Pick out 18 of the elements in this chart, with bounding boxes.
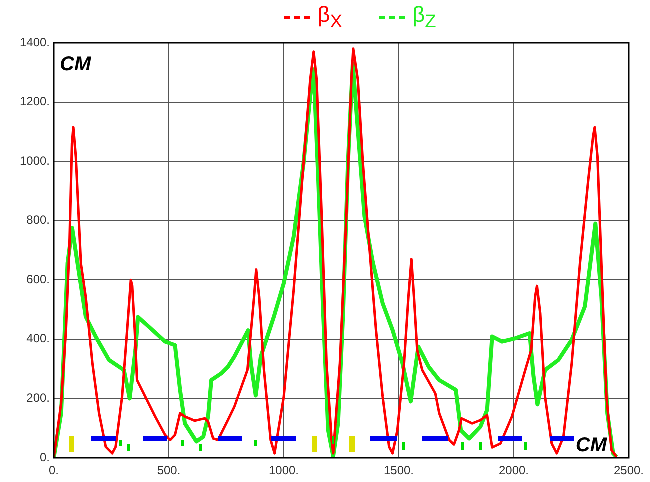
y-tick-label: 1400.: [20, 35, 50, 50]
x-tick-label: 1500.: [384, 464, 414, 478]
x-tick-label: 0.: [48, 464, 60, 478]
x-tick-label: 1000.: [268, 464, 300, 478]
legend-label: β$_{X}$: [318, 2, 343, 32]
x-tick-label: 2500.: [614, 464, 644, 478]
y-tick-label: 1000.: [20, 154, 50, 168]
y-tick-label: 0.: [40, 450, 50, 464]
y-tick-label: 200.: [26, 391, 50, 406]
x-tick-label: 500.: [157, 464, 181, 478]
y-tick-label: 400.: [26, 332, 50, 346]
annotation: CM: [60, 54, 92, 76]
y-tick-label: 600.: [26, 272, 50, 286]
legend-label: β$_{Z}$: [412, 2, 436, 32]
y-tick-label: 800.: [26, 213, 50, 228]
annotation: CM: [576, 434, 608, 457]
y-tick-label: 1200.: [20, 94, 50, 109]
x-tick-label: 2000.: [498, 464, 530, 478]
